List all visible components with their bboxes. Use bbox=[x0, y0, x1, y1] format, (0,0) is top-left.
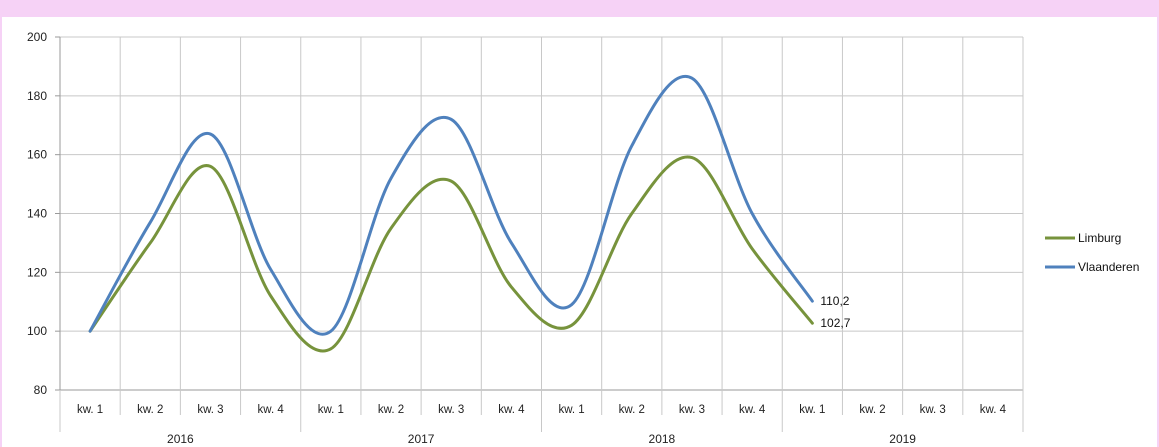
y-tick-label: 200 bbox=[27, 30, 47, 44]
data-labels: 102,7 110,2 bbox=[820, 294, 850, 330]
x-category-label: kw. 3 bbox=[197, 404, 223, 416]
y-tick-label: 140 bbox=[27, 207, 47, 221]
x-group-label: 2017 bbox=[408, 432, 435, 446]
x-category-label: kw. 4 bbox=[498, 404, 525, 416]
y-tick-label: 100 bbox=[27, 324, 47, 338]
y-tick-label: 120 bbox=[27, 265, 47, 279]
x-group-label: 2018 bbox=[649, 432, 676, 446]
y-tick-label: 180 bbox=[27, 89, 47, 103]
series-line-vlaanderen bbox=[88, 74, 814, 336]
x-category-label: kw. 3 bbox=[920, 404, 946, 416]
data-label-limburg: 102,7 bbox=[820, 316, 850, 330]
legend: Limburg Vlaanderen bbox=[1045, 231, 1139, 274]
x-category-label: kw. 2 bbox=[137, 404, 163, 416]
legend-label-limburg: Limburg bbox=[1078, 231, 1121, 245]
x-group-label: 2016 bbox=[167, 432, 194, 446]
x-category-label: kw. 4 bbox=[739, 404, 766, 416]
y-tick-label: 160 bbox=[27, 148, 47, 162]
grid bbox=[55, 36, 1024, 432]
x-category-label: kw. 2 bbox=[859, 404, 885, 416]
legend-label-vlaanderen: Vlaanderen bbox=[1078, 260, 1139, 274]
x-category-label: kw. 2 bbox=[619, 404, 645, 416]
data-label-vlaanderen: 110,2 bbox=[820, 294, 849, 308]
x-group-label: 2019 bbox=[889, 432, 916, 446]
y-tick-label: 80 bbox=[34, 383, 48, 397]
x-category-label: kw. 2 bbox=[378, 404, 404, 416]
x-axis-categories: kw. 1 kw. 2 kw. 3 kw. 4 kw. 1 kw. 2 kw. 3 kw. 4… bbox=[77, 404, 1007, 446]
series-lines bbox=[88, 74, 814, 353]
x-category-label: kw. 1 bbox=[799, 404, 825, 416]
y-axis-ticks: 80 100 120 140 160 180 200 bbox=[27, 30, 47, 397]
x-category-label: kw. 3 bbox=[438, 404, 464, 416]
x-category-label: kw. 1 bbox=[318, 404, 344, 416]
series-line-limburg bbox=[88, 155, 814, 353]
x-category-label: kw. 4 bbox=[980, 404, 1007, 416]
x-category-label: kw. 1 bbox=[77, 404, 103, 416]
x-category-label: kw. 3 bbox=[679, 404, 705, 416]
x-category-label: kw. 4 bbox=[258, 404, 285, 416]
x-category-label: kw. 1 bbox=[558, 404, 584, 416]
